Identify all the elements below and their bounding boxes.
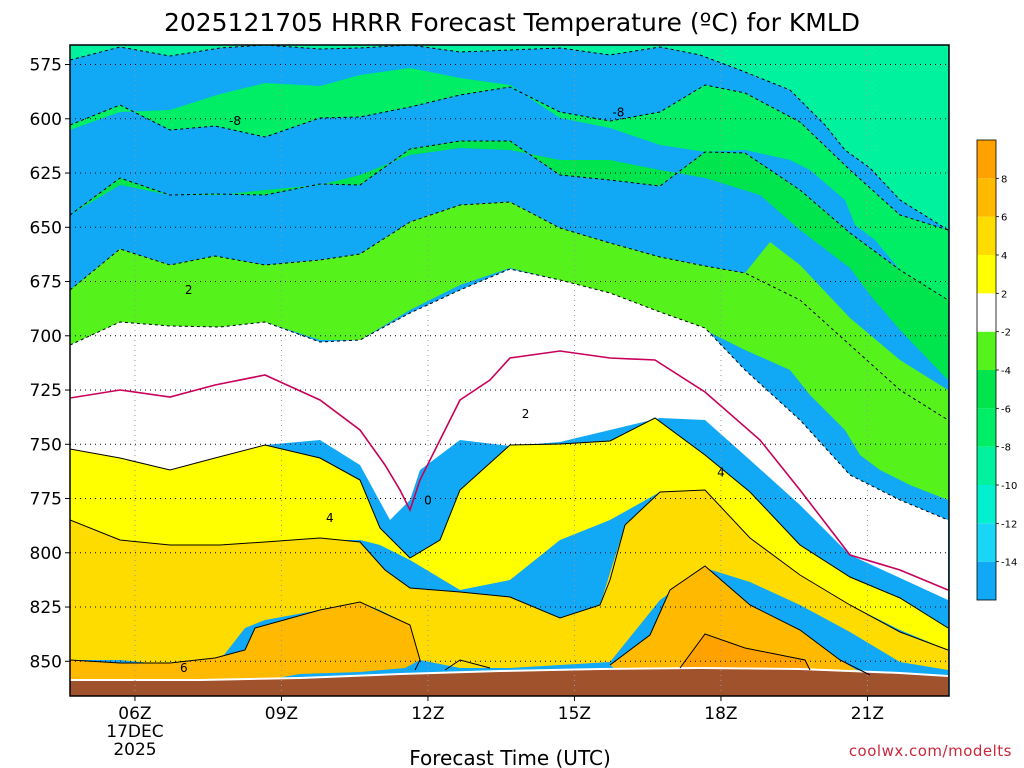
contour-dashed	[70, 84, 949, 231]
colorbar-label: -14	[1001, 558, 1017, 569]
x-tick-label: 18Z	[704, 704, 737, 724]
y-tick-label: 600	[30, 110, 62, 130]
contour-label: 4	[717, 465, 725, 479]
gridlines	[70, 45, 949, 696]
colorbar-swatch	[977, 140, 996, 179]
y-tick-label: 825	[30, 598, 62, 618]
x-tick-label: 12Z	[411, 704, 444, 724]
x-tick-label: 09Z	[265, 704, 298, 724]
colorbar-label: 8	[1001, 174, 1007, 185]
contour-solid	[679, 633, 811, 671]
colorbar-swatch	[977, 331, 996, 370]
colorbar-label: -2	[1001, 328, 1011, 339]
y-axis: 575 600 625 650 675 700 725 750 775 800 825 850	[30, 56, 70, 672]
contour-label: 0	[424, 494, 432, 508]
colorbar-swatch	[977, 178, 996, 217]
contour-solid	[70, 601, 421, 671]
colorbar-swatch	[977, 485, 996, 524]
contour-label: -8	[612, 105, 624, 119]
band-lime	[70, 202, 948, 500]
band-dark-orange	[680, 634, 810, 672]
y-tick-label: 725	[30, 381, 62, 401]
y-tick-label: 850	[30, 652, 62, 672]
contour-dashed	[70, 201, 949, 421]
contour-label: -8	[229, 114, 241, 128]
band-gold	[70, 490, 948, 670]
colorbar-swatch	[977, 370, 996, 409]
contour-labels: -8 -8 2 0 2 4 4 6	[180, 105, 725, 675]
contour-dashed	[70, 45, 949, 231]
contour-label: 2	[522, 407, 530, 421]
x-tick-date: 17DEC	[106, 722, 163, 742]
terrain	[70, 668, 948, 696]
colorbar-swatch	[977, 293, 996, 332]
contour-dashed	[70, 140, 949, 301]
colorbar-swatch	[977, 255, 996, 294]
credit-text: coolwx.com/modelts	[849, 742, 1012, 760]
contour-label: 2	[185, 283, 193, 297]
colorbar-label: -8	[1001, 443, 1011, 454]
x-tick-year: 2025	[113, 740, 156, 760]
colorbar-swatch	[977, 446, 996, 485]
y-tick-label: 650	[30, 218, 62, 238]
colorbar-label: -4	[1001, 366, 1011, 377]
band-mint	[70, 45, 948, 230]
band-white	[70, 269, 948, 600]
colorbar-label: 4	[1001, 251, 1007, 262]
colorbar-label: -12	[1001, 519, 1017, 530]
colorbar-swatch	[977, 523, 996, 562]
y-tick-label: 775	[30, 490, 62, 510]
chart-title: 2025121705 HRRR Forecast Temperature (ºC…	[164, 8, 860, 37]
colorbar-label: -10	[1001, 481, 1017, 492]
y-tick-label: 750	[30, 435, 62, 455]
terrain-edge	[70, 666, 949, 681]
band-green	[70, 68, 948, 300]
y-tick-label: 800	[30, 544, 62, 564]
x-tick-label: 06Z	[118, 704, 151, 724]
plot-frame	[69, 44, 950, 697]
colorbar-label: 6	[1001, 213, 1007, 224]
colorbar-label: 2	[1001, 289, 1007, 300]
colorbar-swatch	[977, 561, 996, 600]
x-tick-label: 21Z	[851, 704, 884, 724]
y-tick-label: 625	[30, 164, 62, 184]
colorbar-label: -6	[1001, 404, 1011, 415]
band-orange	[70, 566, 860, 684]
band-yellow	[70, 418, 948, 650]
contour-label: 4	[326, 511, 334, 525]
contour-lines	[70, 45, 949, 676]
contour-solid	[70, 489, 949, 651]
contour-solid	[609, 565, 871, 676]
colorbar-swatch	[977, 216, 996, 255]
y-tick-label: 700	[30, 327, 62, 347]
y-tick-label: 675	[30, 273, 62, 293]
x-axis-label: Forecast Time (UTC)	[409, 746, 611, 768]
contour-solid	[70, 417, 949, 629]
contour-label: 6	[180, 661, 188, 675]
contour-zero	[70, 350, 949, 591]
colorbar: -14 -12 -10 -8 -6 -4 -2 2 4 6 8	[976, 139, 1017, 601]
contour-solid	[444, 659, 491, 671]
y-tick-label: 575	[30, 56, 62, 76]
x-tick-label: 15Z	[558, 704, 591, 724]
colorbar-swatch	[977, 408, 996, 447]
